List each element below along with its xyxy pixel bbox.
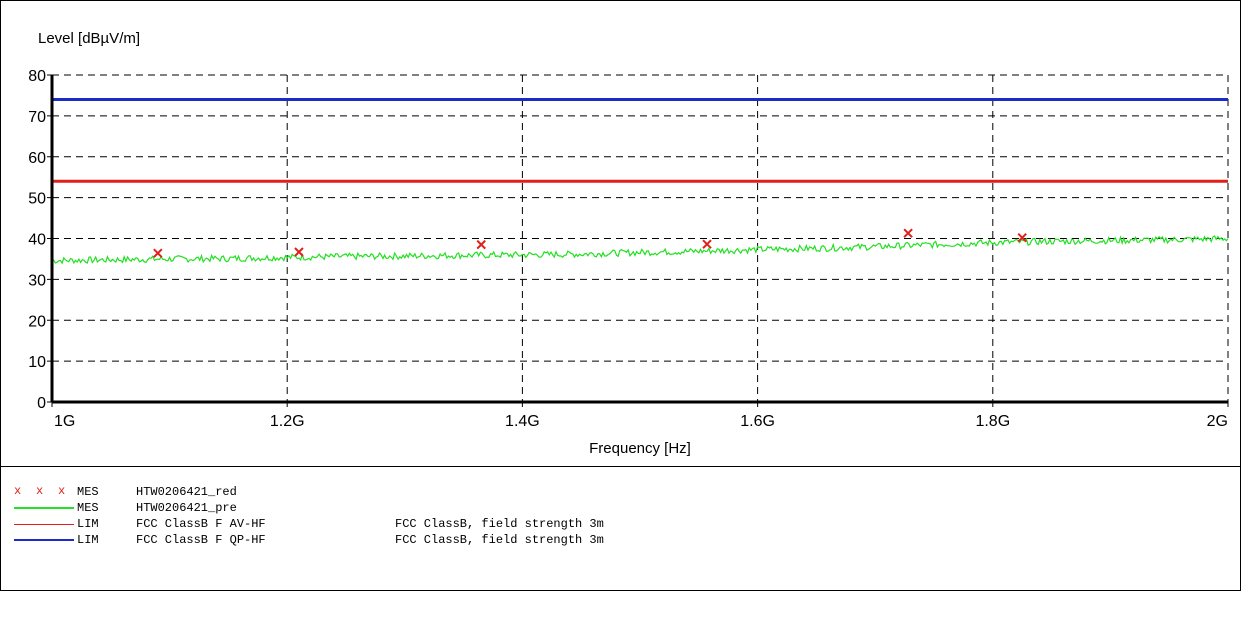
legend-name: FCC ClassB F QP-HF: [136, 533, 266, 547]
marker-x-stroke: [294, 247, 304, 257]
marker-x: [153, 248, 163, 258]
marker-x-stroke: [702, 239, 712, 249]
trace-line: [51, 235, 1229, 265]
legend-name: HTW0206421_red: [136, 485, 237, 499]
marker-x: [903, 228, 913, 238]
y-tick-label: 70: [28, 109, 46, 126]
marker-x: [702, 239, 712, 249]
x-tick-label: 1.8G: [975, 413, 1010, 430]
x-tick-label: 1.4G: [505, 413, 540, 430]
y-tick-label: 80: [28, 68, 46, 85]
legend-name: FCC ClassB F AV-HF: [136, 517, 266, 531]
marker-x-stroke: [1017, 232, 1027, 243]
marker-x: [476, 239, 486, 250]
marker-x: [294, 247, 304, 257]
y-axis-label: Level [dBµV/m]: [38, 30, 140, 47]
y-tick-label: 0: [37, 395, 46, 412]
legend-name: HTW0206421_pre: [136, 501, 237, 515]
x-tick-label: 2G: [1207, 413, 1228, 430]
x-tick-label: 1.6G: [740, 413, 775, 430]
marker-x-stroke: [476, 239, 486, 250]
legend-row-lim-qp: LIM FCC ClassB F QP-HF FCC ClassB, field…: [14, 533, 604, 547]
x-tick-label: 1.2G: [270, 413, 305, 430]
marker-x-stroke: [903, 228, 913, 238]
x-tick-label: 1G: [54, 413, 75, 430]
legend-divider: [1, 466, 1240, 467]
legend-type: MES: [77, 485, 99, 499]
legend-description: FCC ClassB, field strength 3m: [395, 517, 604, 531]
legend-line-symbol: [14, 517, 74, 531]
legend-type: LIM: [77, 533, 99, 547]
legend-line-symbol: [14, 501, 74, 515]
x-axis-label: Frequency [Hz]: [589, 440, 691, 457]
y-tick-label: 10: [28, 354, 46, 371]
legend-row-mes-pre: MES HTW0206421_pre: [14, 501, 237, 515]
legend-line-symbol: [14, 533, 74, 547]
limit-lines: [52, 98, 1228, 183]
axes: 0 10 20 30 40 50 60 70 80 1G 1.2G 1.4G 1.6G 1.8G 2G: [28, 68, 1229, 430]
legend-type: LIM: [77, 517, 99, 531]
legend-description: FCC ClassB, field strength 3m: [395, 533, 604, 547]
marker-x: [1017, 232, 1027, 243]
chart: Level [dBµV/m] Frequency [Hz] 0 10 20 30 40 5…: [28, 30, 1229, 457]
legend-row-lim-av: LIM FCC ClassB F AV-HF FCC ClassB, field…: [14, 517, 604, 531]
y-tick-label: 60: [28, 150, 46, 167]
measurement-trace: [51, 235, 1229, 265]
legend-type: MES: [77, 501, 99, 515]
y-tick-label: 50: [28, 191, 46, 208]
measurement-markers: [153, 228, 1027, 258]
marker-x-stroke: [153, 248, 163, 258]
y-tick-label: 30: [28, 272, 46, 289]
y-tick-label: 40: [28, 232, 46, 249]
y-tick-label: 20: [28, 313, 46, 330]
grid: [52, 74, 1229, 402]
